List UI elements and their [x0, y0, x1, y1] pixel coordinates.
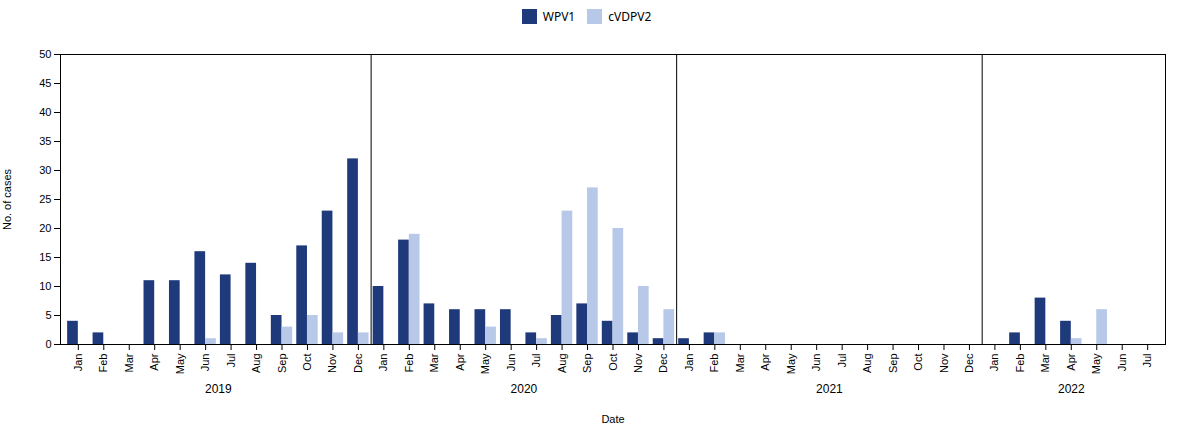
svg-text:Nov: Nov	[632, 353, 644, 373]
svg-text:Jul: Jul	[836, 354, 848, 368]
svg-text:Oct: Oct	[912, 354, 924, 371]
svg-text:Oct: Oct	[301, 354, 313, 371]
html-text:WPV1: WPV1	[542, 8, 576, 25]
svg-text:Apr: Apr	[454, 353, 466, 370]
svg-text:Feb: Feb	[708, 354, 720, 373]
svg-text:25: 25	[39, 193, 51, 205]
svg-text:Dec: Dec	[963, 353, 975, 373]
svg-text:Feb: Feb	[1014, 354, 1026, 373]
svg-text:Aug: Aug	[556, 354, 568, 374]
svg-text:Feb: Feb	[403, 354, 415, 373]
svg-text:Sep: Sep	[581, 354, 593, 374]
svg-text:2020: 2020	[511, 382, 538, 396]
svg-text:Nov: Nov	[326, 353, 338, 373]
svg-text:May: May	[479, 353, 491, 374]
svg-text:Aug: Aug	[861, 354, 873, 374]
svg-text:30: 30	[39, 164, 51, 176]
svg-text:Jun: Jun	[810, 354, 822, 372]
svg-text:2022: 2022	[1058, 382, 1085, 396]
svg-text:Jul: Jul	[1141, 354, 1153, 368]
svg-text:Jul: Jul	[530, 354, 542, 368]
svg-text:Nov: Nov	[938, 353, 950, 373]
svg-text:No. of cases: No. of cases	[1, 168, 13, 230]
svg-text:2021: 2021	[816, 382, 843, 396]
html-text:cVDPV2: cVDPV2	[608, 8, 652, 25]
svg-text:Dec: Dec	[352, 353, 364, 373]
svg-text:Jul: Jul	[225, 354, 237, 368]
svg-text:5: 5	[45, 309, 51, 321]
svg-text:Jun: Jun	[1116, 354, 1128, 372]
svg-text:2019: 2019	[205, 382, 232, 396]
svg-text:0: 0	[45, 338, 51, 350]
svg-text:10: 10	[39, 280, 51, 292]
svg-text:35: 35	[39, 135, 51, 147]
svg-text:May: May	[174, 353, 186, 374]
svg-text:15: 15	[39, 251, 51, 263]
svg-text:45: 45	[39, 77, 51, 89]
svg-text:Sep: Sep	[276, 354, 288, 374]
svg-text:Sep: Sep	[887, 354, 899, 374]
svg-text:Jan: Jan	[72, 354, 84, 372]
svg-text:Mar: Mar	[123, 353, 135, 372]
svg-text:Jan: Jan	[683, 354, 695, 372]
svg-text:Aug: Aug	[250, 354, 262, 374]
svg-text:Jan: Jan	[988, 354, 1000, 372]
svg-text:Jan: Jan	[377, 354, 389, 372]
svg-text:Feb: Feb	[97, 354, 109, 373]
svg-text:Date: Date	[601, 413, 624, 425]
svg-text:20: 20	[39, 222, 51, 234]
svg-text:Apr: Apr	[148, 353, 160, 370]
svg-text:Apr: Apr	[1065, 353, 1077, 370]
svg-text:May: May	[1090, 353, 1102, 374]
svg-text:May: May	[785, 353, 797, 374]
svg-text:Mar: Mar	[428, 353, 440, 372]
svg-text:Jun: Jun	[505, 354, 517, 372]
svg-text:50: 50	[39, 48, 51, 60]
svg-text:Jun: Jun	[199, 354, 211, 372]
svg-text:Mar: Mar	[734, 353, 746, 372]
svg-text:Oct: Oct	[607, 354, 619, 371]
svg-text:40: 40	[39, 106, 51, 118]
svg-text:Mar: Mar	[1039, 353, 1051, 372]
svg-text:Dec: Dec	[657, 353, 669, 373]
svg-text:Apr: Apr	[759, 353, 771, 370]
